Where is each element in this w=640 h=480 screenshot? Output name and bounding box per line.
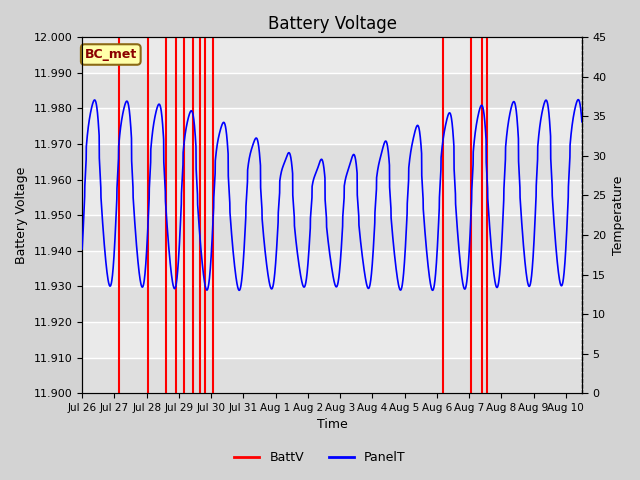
Bar: [82, 251, 582, 287]
Y-axis label: Battery Voltage: Battery Voltage: [15, 167, 28, 264]
Bar: [82, 37, 582, 73]
Bar: [82, 180, 582, 215]
Bar: [82, 287, 582, 322]
Bar: [82, 322, 582, 358]
Bar: [82, 358, 582, 393]
Bar: [82, 73, 582, 108]
Bar: [82, 108, 582, 144]
Legend: BattV, PanelT: BattV, PanelT: [229, 446, 411, 469]
Bar: [82, 215, 582, 251]
Title: Battery Voltage: Battery Voltage: [268, 15, 397, 33]
Text: BC_met: BC_met: [84, 48, 137, 61]
Y-axis label: Temperature: Temperature: [612, 176, 625, 255]
X-axis label: Time: Time: [317, 419, 348, 432]
Bar: [82, 144, 582, 180]
